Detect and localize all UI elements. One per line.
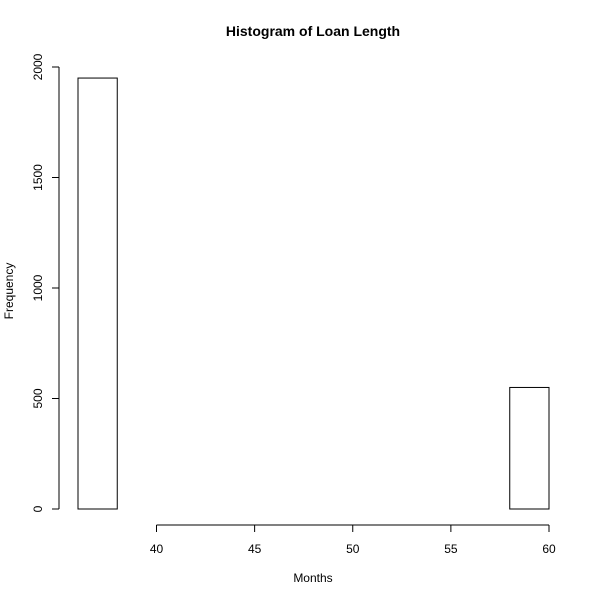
x-tick-label-0: 40 bbox=[150, 542, 164, 556]
y-tick-label-0: 0 bbox=[31, 505, 45, 512]
y-tick-label-4: 2000 bbox=[31, 53, 45, 80]
y-tick-label-2: 1000 bbox=[31, 274, 45, 301]
x-axis-label: Months bbox=[293, 571, 332, 585]
chart-title: Histogram of Loan Length bbox=[226, 23, 400, 39]
bars-group bbox=[77, 77, 550, 510]
x-tick-label-2: 50 bbox=[346, 542, 360, 556]
y-axis-label: Frequency bbox=[2, 263, 16, 320]
x-tick-label-4: 60 bbox=[542, 542, 556, 556]
histogram-bar-0 bbox=[77, 77, 118, 510]
x-tick-label-1: 45 bbox=[248, 542, 262, 556]
y-tick-label-3: 1500 bbox=[31, 164, 45, 191]
x-axis: 40 45 50 55 60 bbox=[150, 524, 556, 556]
y-tick-label-1: 500 bbox=[31, 388, 45, 408]
x-tick-label-3: 55 bbox=[444, 542, 458, 556]
histogram-bar-11 bbox=[509, 386, 550, 510]
y-axis: 0 500 1000 1500 2000 bbox=[31, 53, 60, 512]
